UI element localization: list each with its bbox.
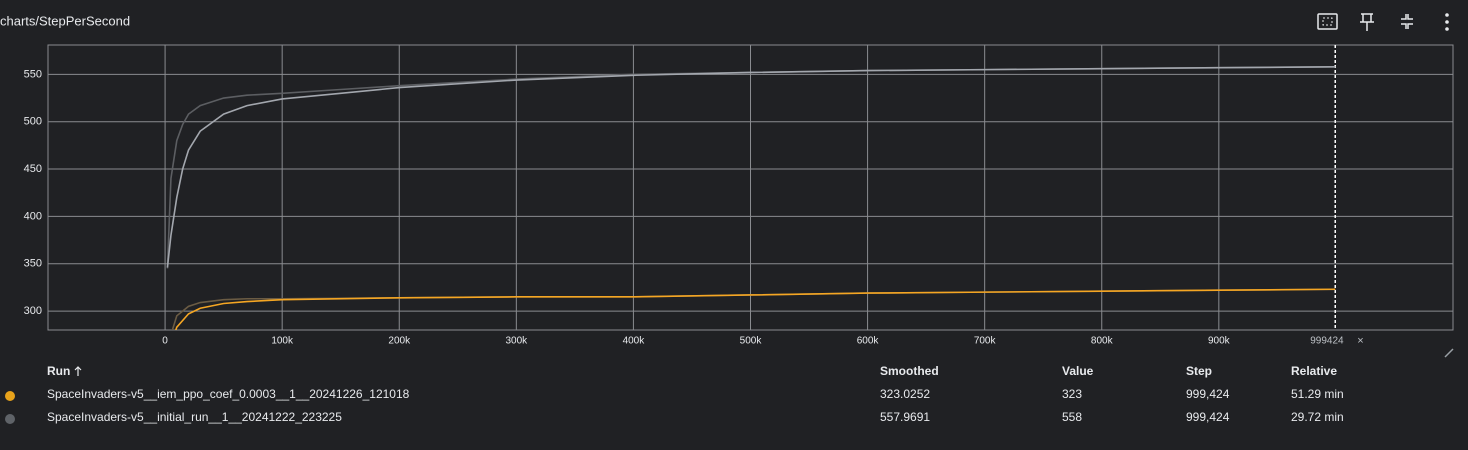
chart-title: charts/StepPerSecond: [0, 13, 130, 28]
plot-area: 300 350 400 450 500 550 0 100k 200k 300k 400k 500k 6…: [24, 44, 1454, 347]
y-tick-label: 300: [24, 305, 42, 317]
y-tick-label: 500: [24, 116, 42, 128]
runs-table: Run Smoothed Value Step Relative SpaceInvader…: [5, 364, 1344, 424]
column-header[interactable]: Run: [47, 364, 70, 378]
x-tick-label: 200k: [388, 336, 411, 347]
table-cell: 558: [1062, 410, 1082, 424]
column-header[interactable]: Relative: [1291, 364, 1337, 378]
x-tick-label: 900k: [1208, 336, 1231, 347]
table-cell: 323.0252: [880, 387, 930, 401]
x-tick-label: 100k: [271, 336, 294, 347]
table-cell: 51.29 min: [1291, 387, 1344, 401]
sort-arrow: [74, 366, 82, 376]
table-cell: 29.72 min: [1291, 410, 1344, 424]
collapse-button[interactable]: [1401, 14, 1413, 29]
series-line: [174, 288, 1336, 330]
table-cell: 557.9691: [880, 410, 930, 424]
x-tick-label: 300k: [505, 336, 528, 347]
column-header[interactable]: Smoothed: [880, 364, 939, 378]
hover-step-label: 999424: [1310, 336, 1344, 347]
column-header[interactable]: Step: [1186, 364, 1212, 378]
series-line: [166, 66, 1336, 268]
y-tick-label: 550: [24, 68, 42, 80]
y-tick-label: 350: [24, 258, 42, 270]
column-header[interactable]: Value: [1062, 364, 1094, 378]
table-cell: SpaceInvaders-v5__iem_ppo_coef_0.0003__1…: [47, 387, 410, 401]
pin-button[interactable]: [1360, 13, 1374, 31]
x-tick-label: 400k: [623, 336, 646, 347]
run-color-dot[interactable]: [5, 414, 15, 424]
series-line: [166, 65, 1336, 269]
run-color-dot[interactable]: [5, 391, 15, 401]
lines: [166, 65, 1336, 330]
table-cell: SpaceInvaders-v5__initial_run__1__202412…: [47, 410, 342, 424]
y-tick-label: 450: [24, 163, 42, 175]
x-tick-label: 600k: [857, 336, 880, 347]
table-cell: 999,424: [1186, 410, 1230, 424]
hover-close[interactable]: ×: [1357, 335, 1363, 347]
fullscreen-button[interactable]: [1317, 13, 1338, 30]
table-cell: 323: [1062, 387, 1082, 401]
x-tick-label: 0: [162, 336, 168, 347]
resize-handle[interactable]: [1444, 348, 1454, 358]
x-tick-label: 800k: [1091, 336, 1114, 347]
x-tick-label: 700k: [974, 336, 997, 347]
table-cell: 999,424: [1186, 387, 1230, 401]
more-menu-button[interactable]: [1445, 13, 1449, 31]
x-tick-label: 500k: [740, 336, 763, 347]
y-tick-label: 400: [24, 210, 42, 222]
series-line: [171, 288, 1336, 330]
